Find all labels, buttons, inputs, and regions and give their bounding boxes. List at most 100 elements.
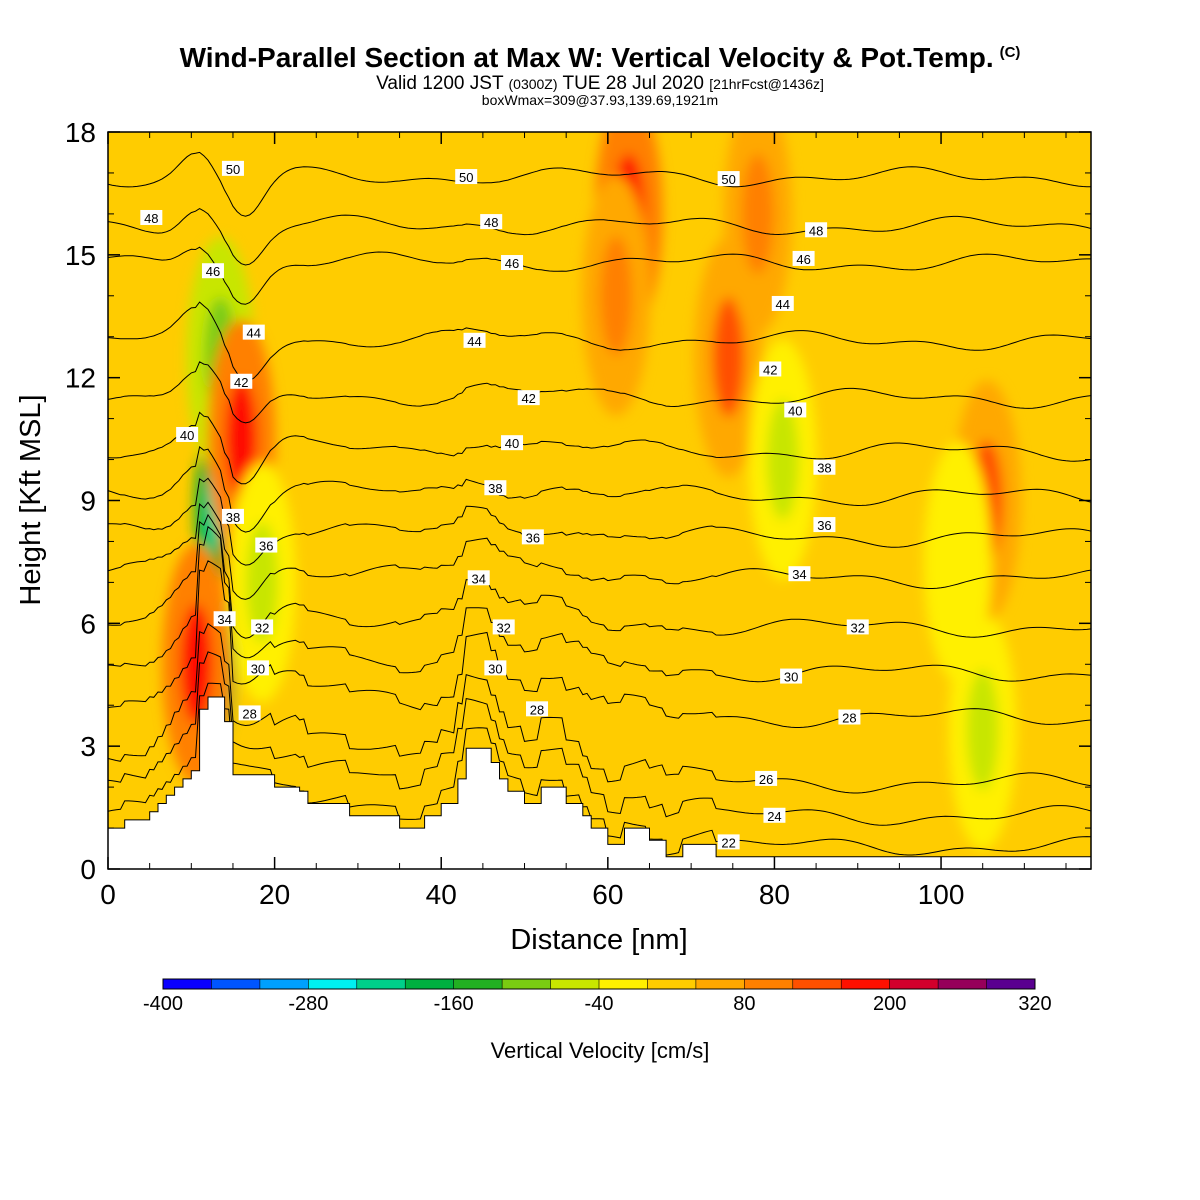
contour-label: 32: [492, 619, 515, 635]
velocity-cell: [225, 379, 258, 500]
valid-time-text: Valid 1200 JST: [376, 73, 504, 94]
chart-title-text: Wind-Parallel Section at Max W: Vertical…: [179, 42, 994, 73]
colorbar-swatch: [647, 979, 697, 989]
contour-label-box: [484, 660, 507, 676]
contour-label-box: [480, 214, 503, 230]
contour-label: 50: [717, 171, 740, 187]
contour-label-text: 36: [526, 530, 540, 545]
contour-label-text: 34: [217, 612, 231, 627]
contour-label-box: [755, 770, 778, 786]
contour-label-text: 26: [759, 772, 773, 787]
colorbar-swatch: [986, 979, 1036, 989]
theta-contour-32: [108, 513, 1091, 639]
contour-label: 40: [501, 435, 524, 451]
contour-label-text: 44: [776, 297, 790, 312]
theta-contour-50: [108, 151, 1091, 217]
terrain-profile: [107, 696, 1092, 870]
colorbar-swatch: [502, 979, 552, 989]
contour-label-text: 30: [488, 661, 502, 676]
contour-label-text: 32: [851, 620, 865, 635]
theta-contour-22: [108, 682, 1091, 856]
contour-label-box: [221, 508, 244, 524]
contour-label-text: 50: [459, 170, 473, 185]
contour-label: 24: [763, 807, 786, 824]
contour-label: 36: [255, 537, 278, 554]
contour-label-text: 46: [505, 256, 519, 271]
x-tick-label: 80: [759, 879, 790, 910]
velocity-cell: [941, 501, 974, 622]
colorbar-swatch: [308, 979, 358, 989]
x-tick-label: 100: [918, 879, 965, 910]
contour-label-text: 38: [488, 481, 502, 496]
contour-label-box: [517, 390, 540, 406]
x-tick-label: 20: [259, 879, 290, 910]
contour-label-box: [792, 250, 815, 266]
contour-label-box: [492, 619, 515, 635]
colorbar-swatch: [259, 979, 309, 989]
contour-label: 28: [526, 701, 549, 717]
contour-label-text: 28: [842, 711, 856, 726]
theta-contour-46: [108, 246, 1091, 305]
contour-label-text: 46: [206, 264, 220, 279]
contour-label-box: [763, 807, 786, 823]
colorbar-swatch: [695, 979, 745, 989]
contour-label-text: 28: [242, 706, 256, 721]
colorbar-swatch: [356, 979, 406, 989]
contour-label: 48: [140, 209, 163, 226]
colorbar-tick-label: -280: [288, 993, 329, 1015]
contour-label-text: 42: [521, 391, 535, 406]
velocity-cell: [966, 669, 999, 790]
contour-label-box: [221, 160, 244, 176]
theta-contour-38: [108, 446, 1091, 533]
colorbar-swatch: [550, 979, 600, 989]
contour-label-box: [467, 570, 490, 586]
contour-label-box: [501, 435, 524, 451]
contour-label-text: 50: [226, 162, 240, 177]
contour-label-text: 40: [505, 436, 519, 451]
colorbar-tick-label: -160: [433, 993, 474, 1015]
contour-label-box: [242, 324, 265, 340]
x-tick-label: 60: [592, 879, 623, 910]
contour-label: 34: [213, 611, 236, 627]
contour-label-text: 42: [763, 362, 777, 377]
box-max-line: boxWmax=309@37.93,139.69,1921m: [481, 92, 719, 108]
velocity-cell: [712, 297, 745, 418]
contour-label-text: 50: [721, 172, 735, 187]
theta-contour-42: [108, 361, 1091, 424]
contour-label: 42: [230, 373, 253, 390]
contour-label-box: [838, 709, 861, 725]
colorbar-tick-label: 320: [1018, 993, 1052, 1015]
contour-label: 30: [780, 668, 803, 685]
y-axis-label: Height [Kft MSL]: [15, 394, 47, 605]
contour-label-box: [201, 263, 224, 279]
contour-label: 48: [805, 222, 828, 238]
contour-label-box: [521, 529, 544, 545]
contour-label-box: [788, 566, 811, 582]
contour-label: 48: [480, 214, 503, 230]
theta-contour-28: [108, 560, 1091, 728]
theta-contour-40: [108, 411, 1091, 485]
theta-contour-24: [108, 651, 1091, 826]
contour-label-box: [176, 426, 199, 442]
contour-label-text: 40: [180, 428, 194, 443]
y-tick-label: 0: [80, 854, 96, 885]
contour-label: 46: [201, 263, 224, 279]
contour-label-box: [759, 361, 782, 377]
contour-label-text: 34: [792, 567, 806, 582]
contour-label-text: 36: [817, 518, 831, 533]
contour-label-box: [501, 255, 524, 271]
contour-label: 30: [484, 660, 507, 676]
contour-label: 36: [813, 517, 836, 533]
colorbar-swatch: [938, 979, 988, 989]
theta-contours: [108, 151, 1091, 856]
contour-label: 38: [484, 480, 507, 496]
contour-label-box: [455, 169, 478, 185]
contour-label: 46: [501, 255, 524, 271]
colorbar-tick-label: -400: [142, 993, 184, 1015]
contour-label-text: 48: [484, 215, 498, 230]
contour-label: 26: [755, 770, 778, 787]
contour-label: 36: [521, 529, 544, 545]
theta-contour-26: [108, 622, 1091, 794]
velocity-cell: [766, 399, 799, 520]
contour-label-text: 34: [471, 571, 485, 586]
